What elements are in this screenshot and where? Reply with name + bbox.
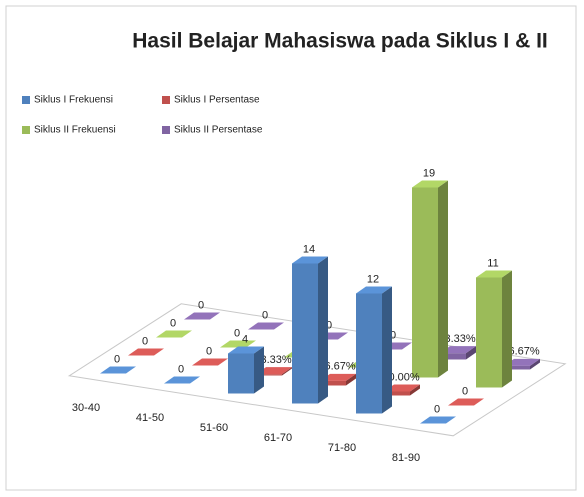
bar [356,286,392,414]
bar [440,346,476,360]
bar-top [448,398,484,406]
data-label: 0 [434,403,440,415]
bar [256,367,292,376]
legend-swatch [22,96,30,104]
legend-swatch [162,96,170,104]
data-label: 0 [234,327,240,339]
x-tick-label: 30-40 [72,402,100,414]
bar-top [164,376,200,384]
bar-front [440,353,466,360]
bar [420,416,456,424]
bar-top [476,270,512,278]
bar-top [320,373,356,381]
x-tick-label: 81-90 [392,452,420,464]
bar-side [254,346,264,394]
legend-label: Siklus I Persentase [174,95,260,106]
data-label: 0 [170,317,176,329]
legend-label: Siklus II Frekuensi [34,125,116,136]
bar-top [440,346,476,354]
data-label: 0 [178,363,184,375]
bar-top [184,312,220,320]
bar-front [292,263,318,404]
data-label: 0 [142,335,148,347]
x-tick-label: 61-70 [264,432,292,444]
bar-side [346,373,356,386]
data-label: 0 [114,353,120,365]
bar [164,376,200,384]
bar-side [318,256,328,404]
bar-side [466,346,476,360]
bar-side [282,367,292,376]
bar [100,366,136,374]
data-label: 4 [242,333,248,345]
bar-side [438,180,448,378]
legend-label: Siklus II Persentase [174,125,263,136]
data-label: 19 [423,167,435,179]
bar-front [504,365,530,370]
x-tick-label: 71-80 [328,442,356,454]
data-label: 0 [462,385,468,397]
chart-frame [5,5,577,491]
bar-top [256,367,292,375]
bar-top [128,348,164,356]
data-label: 12 [367,273,379,285]
bar [228,346,264,394]
data-label: 11 [487,257,498,269]
bar-top [420,416,456,424]
bar-side [410,384,420,396]
bar-front [412,187,438,378]
bar-top [504,358,540,366]
bar [156,330,192,338]
data-label: 0 [390,329,396,341]
bar-top [248,322,284,330]
legend-swatch [22,126,30,134]
bar [476,270,512,388]
bar [292,256,328,404]
bar-top [192,358,228,366]
bar-side [530,358,540,370]
data-label: 0 [198,299,204,311]
bar-top [412,180,448,188]
bar [504,358,540,370]
bar-front [384,391,410,396]
legend-swatch [162,126,170,134]
bar-front [476,277,502,388]
bar-top [220,340,256,348]
bar [184,312,220,320]
data-label: 0 [326,319,332,331]
data-label: 0 [206,345,212,357]
bar [384,384,420,396]
x-tick-label: 51-60 [200,422,228,434]
data-label: 14 [303,243,315,255]
bar [128,348,164,356]
data-label: 0 [262,309,268,321]
bar [412,180,448,378]
bar-top [292,256,328,264]
x-tick-label: 41-50 [136,412,164,424]
bar-front [356,293,382,414]
bar [248,322,284,330]
bar-front [256,374,282,376]
bar-top [228,346,264,354]
bar-side [382,286,392,414]
bar-side [502,270,512,388]
bar-top [356,286,392,294]
bar-front [228,353,254,394]
bar [448,398,484,406]
bar-top [100,366,136,374]
bar-top [384,384,420,392]
bar [220,340,256,348]
bar-front [320,380,346,386]
chart-title: Hasil Belajar Mahasiswa pada Siklus I & … [132,30,548,53]
bar [192,358,228,366]
bar-top [156,330,192,338]
bar [320,373,356,386]
legend-label: Siklus I Frekuensi [34,95,113,106]
